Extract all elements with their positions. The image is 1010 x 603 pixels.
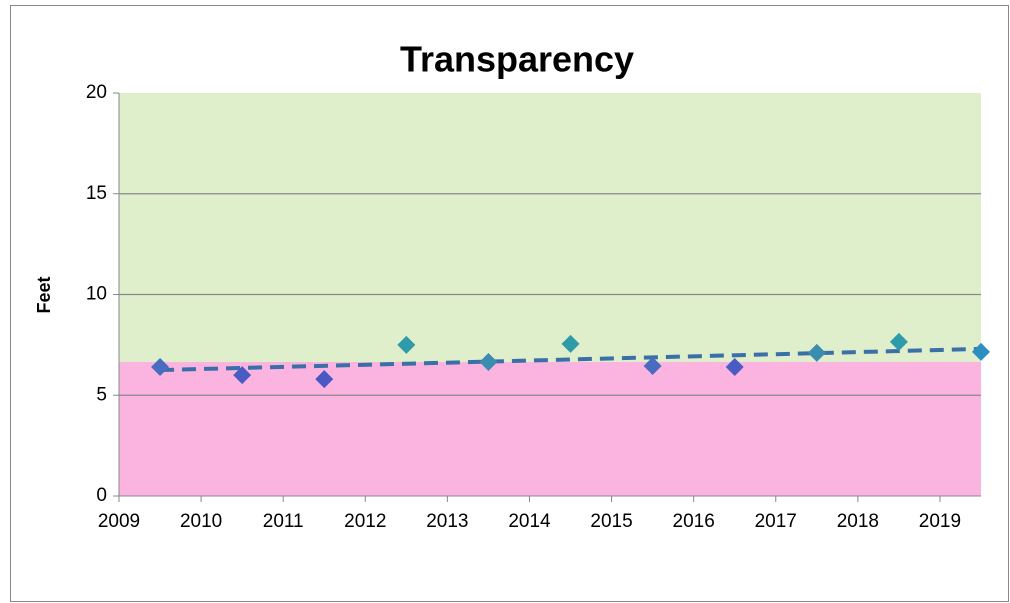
data-point: [725, 358, 744, 377]
y-tick-label: 15: [86, 183, 107, 204]
x-tick-label: 2014: [508, 511, 551, 532]
x-tick-label: 2011: [263, 511, 304, 532]
x-tick-label: 2019: [919, 511, 961, 532]
trendline: [159, 346, 982, 373]
y-tick-label: 10: [86, 284, 107, 305]
data-point: [807, 343, 826, 362]
y-tick-label: 20: [86, 82, 107, 103]
data-point: [315, 370, 334, 389]
data-point: [643, 357, 662, 376]
data-point: [561, 334, 580, 353]
background-band: [119, 93, 981, 363]
x-tick-label: 2013: [426, 511, 468, 532]
data-point: [889, 332, 908, 351]
x-tick-label: 2012: [344, 511, 386, 532]
x-tick-label: 2017: [755, 511, 797, 532]
chart-title: Transparency: [400, 39, 634, 80]
y-tick-label: 5: [96, 384, 107, 405]
x-tick-label: 2016: [673, 511, 715, 532]
data-point: [151, 358, 170, 377]
x-tick-label: 2018: [837, 511, 879, 532]
y-axis-label: Feet: [34, 276, 54, 313]
y-tick-label: 0: [96, 485, 107, 506]
x-tick-label: 2010: [180, 511, 222, 532]
background-band: [119, 362, 981, 496]
data-point: [233, 366, 252, 385]
data-point: [397, 335, 416, 354]
data-point: [972, 342, 990, 361]
x-tick-label: 2009: [98, 511, 140, 532]
data-point: [479, 353, 498, 372]
x-tick-label: 2015: [590, 511, 632, 532]
